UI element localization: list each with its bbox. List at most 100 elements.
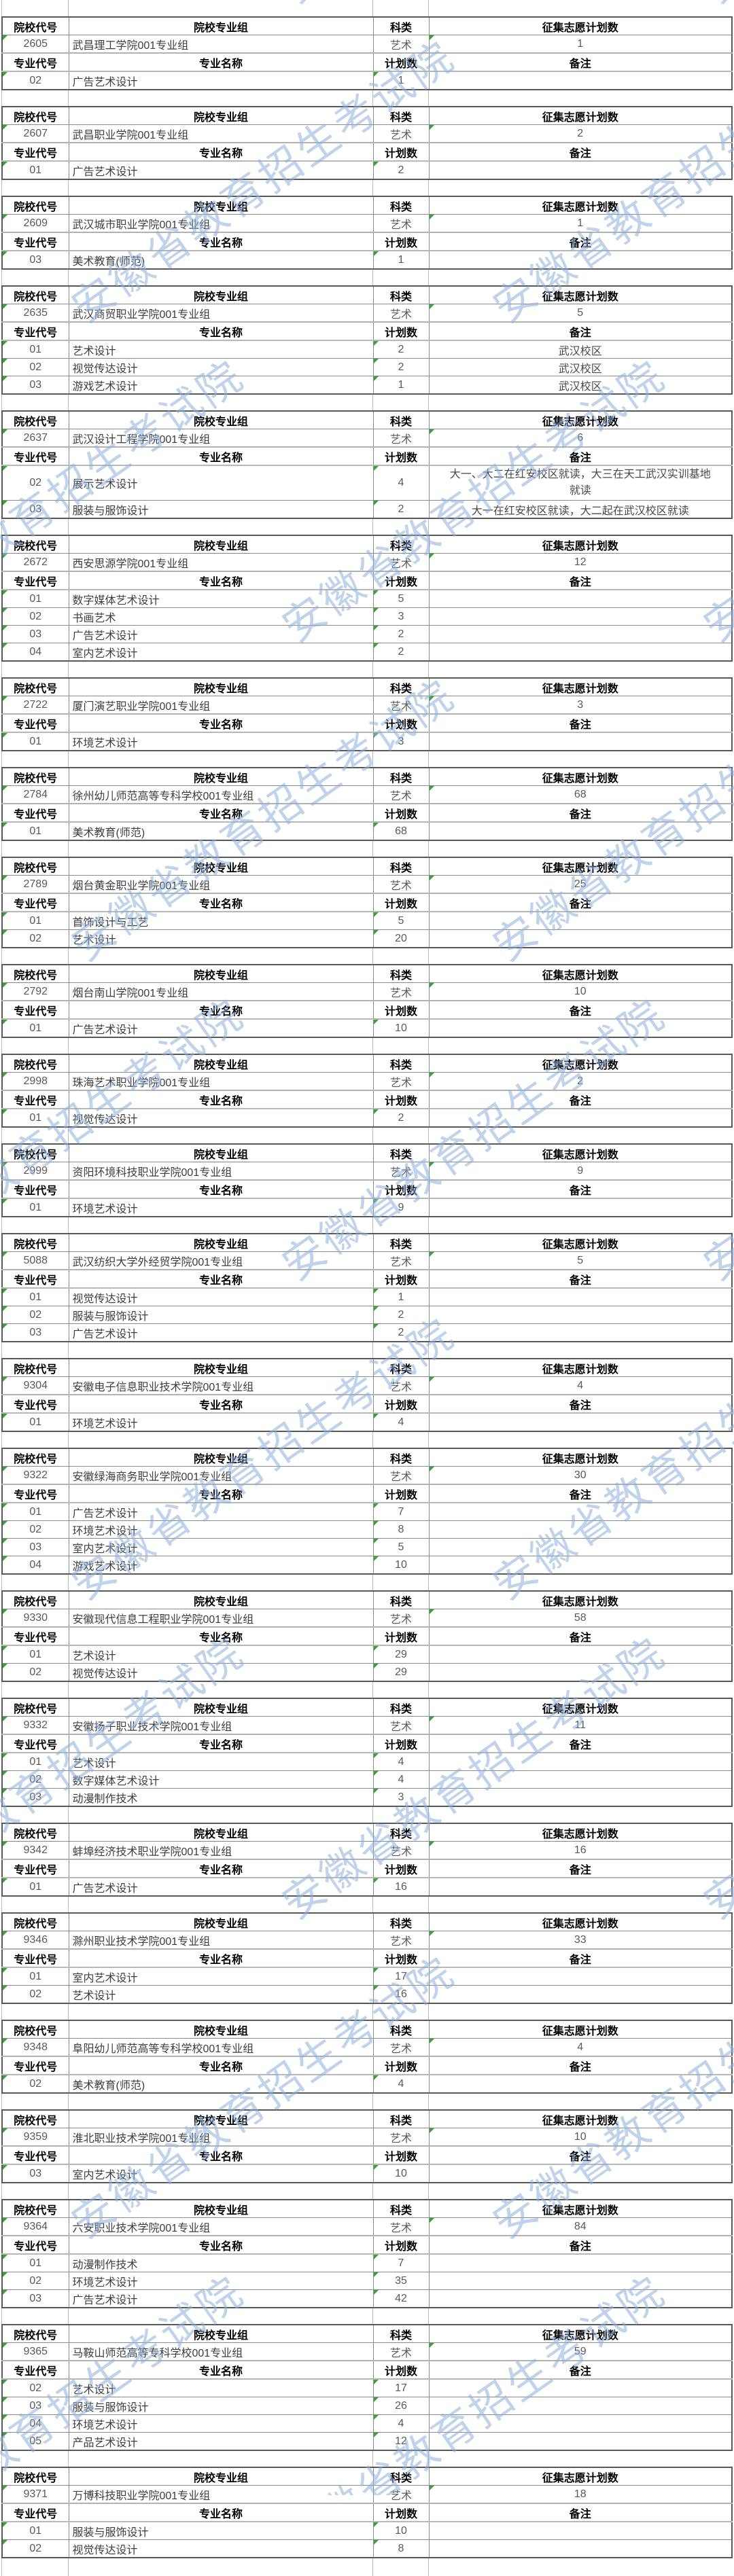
major-code-cell: 01 xyxy=(1,589,69,608)
college-code-cell: 9304 xyxy=(1,1376,69,1395)
major-data-row: 01 美术教育(师范) 68 xyxy=(1,821,733,841)
college-data-row: 9371 万博科技职业学院001专业组 艺术 18 xyxy=(1,2485,733,2504)
major-code-header: 专业代号 xyxy=(1,803,69,823)
major-data-row: 02 环境艺术设计 8 xyxy=(1,1520,733,1539)
college-data-row: 2637 武汉设计工程学院001专业组 艺术 6 xyxy=(1,429,733,448)
plan-total-header: 征集志愿计划数 xyxy=(428,106,733,125)
table-gap xyxy=(1,1342,733,1358)
college-code-cell: 2605 xyxy=(1,35,69,54)
major-data-row: 02 书画艺术 3 xyxy=(1,607,733,626)
remark-header: 备注 xyxy=(428,1000,733,1020)
remark-header: 备注 xyxy=(428,2360,733,2380)
college-code-cell: 2672 xyxy=(1,553,69,572)
major-name-cell: 艺术设计 xyxy=(68,929,374,948)
plan-total-header: 征集志愿计划数 xyxy=(428,1590,733,1609)
major-code-cell: 02 xyxy=(1,1985,69,2004)
major-code-cell: 01 xyxy=(1,340,69,359)
subject-type-header: 科类 xyxy=(372,16,430,35)
major-data-row: 04 室内艺术设计 2 xyxy=(1,643,733,662)
major-code-cell: 02 xyxy=(1,2074,69,2094)
major-header-row: 专业代号 专业名称 计划数 备注 xyxy=(1,1269,733,1289)
table-gap xyxy=(1,2004,733,2020)
college-code-header: 院校代号 xyxy=(1,857,69,876)
college-group-cell: 滁州职业技术学院001专业组 xyxy=(68,1931,374,1950)
remark-cell xyxy=(428,1663,733,1682)
plan-total-cell: 5 xyxy=(428,304,733,323)
table-gap xyxy=(1,1575,733,1590)
college-data-row: 5088 武汉纺织大学外经贸学院001专业组 艺术 5 xyxy=(1,1251,733,1270)
major-name-header: 专业名称 xyxy=(68,1859,374,1878)
major-header-row: 专业代号 专业名称 计划数 备注 xyxy=(1,2360,733,2380)
major-data-row: 01 广告艺术设计 10 xyxy=(1,1018,733,1038)
subject-type-cell: 艺术 xyxy=(372,429,430,448)
college-data-row: 2722 厦门演艺职业学院001专业组 艺术 3 xyxy=(1,696,733,715)
remark-cell xyxy=(428,607,733,626)
major-code-header: 专业代号 xyxy=(1,2503,69,2522)
plan-count-cell: 10 xyxy=(372,1556,430,1575)
major-code-cell: 04 xyxy=(1,2414,69,2433)
plan-total-cell: 1 xyxy=(428,35,733,54)
major-code-cell: 02 xyxy=(1,1663,69,1682)
college-header-row: 院校代号 院校专业组 科类 征集志愿计划数 xyxy=(1,677,733,696)
plan-total-cell: 59 xyxy=(428,2342,733,2361)
college-block: 院校代号 院校专业组 科类 征集志愿计划数 2672 西安思源学院001专业组 … xyxy=(1,535,733,662)
major-data-row: 01 数字媒体艺术设计 5 xyxy=(1,589,733,608)
major-code-header: 专业代号 xyxy=(1,1000,69,1020)
college-header-row: 院校代号 院校专业组 科类 征集志愿计划数 xyxy=(1,16,733,35)
remark-cell xyxy=(428,160,733,180)
plan-count-cell: 2 xyxy=(372,1108,430,1128)
college-code-header: 院校代号 xyxy=(1,106,69,125)
remark-header: 备注 xyxy=(428,2235,733,2255)
major-code-header: 专业代号 xyxy=(1,142,69,162)
major-data-row: 01 艺术设计 29 xyxy=(1,1645,733,1664)
plan-count-cell: 9 xyxy=(372,1198,430,1217)
college-header-row: 院校代号 院校专业组 科类 征集志愿计划数 xyxy=(1,857,733,876)
table-gap xyxy=(1,2451,733,2467)
major-name-cell: 室内艺术设计 xyxy=(68,1538,374,1556)
plan-count-cell: 3 xyxy=(372,732,430,751)
major-name-cell: 广告艺术设计 xyxy=(68,2289,374,2308)
plan-count-header: 计划数 xyxy=(372,446,430,466)
subject-type-cell: 艺术 xyxy=(372,2128,430,2147)
subject-type-header: 科类 xyxy=(372,2324,430,2343)
plan-total-header: 征集志愿计划数 xyxy=(428,1143,733,1162)
table-gap xyxy=(1,2183,733,2199)
remark-cell xyxy=(428,2432,733,2451)
subject-type-cell: 艺术 xyxy=(372,1466,430,1485)
remark-header: 备注 xyxy=(428,446,733,466)
college-group-header: 院校专业组 xyxy=(68,16,374,35)
college-group-header: 院校专业组 xyxy=(68,767,374,786)
college-group-cell: 马鞍山师范高等专科学校001专业组 xyxy=(68,2342,374,2361)
subject-type-header: 科类 xyxy=(372,1448,430,1467)
subject-type-cell: 艺术 xyxy=(372,1162,430,1181)
major-code-cell: 03 xyxy=(1,2164,69,2183)
college-code-header: 院校代号 xyxy=(1,964,69,983)
plan-total-cell: 5 xyxy=(428,1251,733,1270)
major-code-cell: 03 xyxy=(1,2397,69,2415)
major-name-cell: 环境艺术设计 xyxy=(68,1412,374,1432)
college-data-row: 9330 安徽现代信息工程职业学院001专业组 艺术 58 xyxy=(1,1609,733,1628)
remark-cell xyxy=(428,1323,733,1342)
major-code-cell: 03 xyxy=(1,500,69,519)
major-code-cell: 02 xyxy=(1,607,69,626)
major-code-header: 专业代号 xyxy=(1,1269,69,1289)
plan-count-cell: 68 xyxy=(372,821,430,841)
plan-total-cell: 9 xyxy=(428,1162,733,1181)
major-code-cell: 01 xyxy=(1,1198,69,1217)
table-gap xyxy=(1,2308,733,2324)
subject-type-cell: 艺术 xyxy=(372,982,430,1001)
plan-total-header: 征集志愿计划数 xyxy=(428,1054,733,1073)
major-data-row: 04 游戏艺术设计 10 xyxy=(1,1556,733,1575)
remark-header: 备注 xyxy=(428,713,733,733)
college-header-row: 院校代号 院校专业组 科类 征集志愿计划数 xyxy=(1,535,733,554)
plan-total-header: 征集志愿计划数 xyxy=(428,2020,733,2039)
table-gap xyxy=(1,1897,733,1912)
college-data-row: 9359 淮北职业技术学院001专业组 艺术 10 xyxy=(1,2128,733,2147)
college-code-cell: 2998 xyxy=(1,1072,69,1091)
major-code-cell: 02 xyxy=(1,929,69,948)
major-data-row: 03 广告艺术设计 42 xyxy=(1,2289,733,2308)
major-name-cell: 美术教育(师范) xyxy=(68,2074,374,2094)
major-header-row: 专业代号 专业名称 计划数 备注 xyxy=(1,571,733,590)
major-code-cell: 01 xyxy=(1,2253,69,2272)
major-name-header: 专业名称 xyxy=(68,232,374,251)
